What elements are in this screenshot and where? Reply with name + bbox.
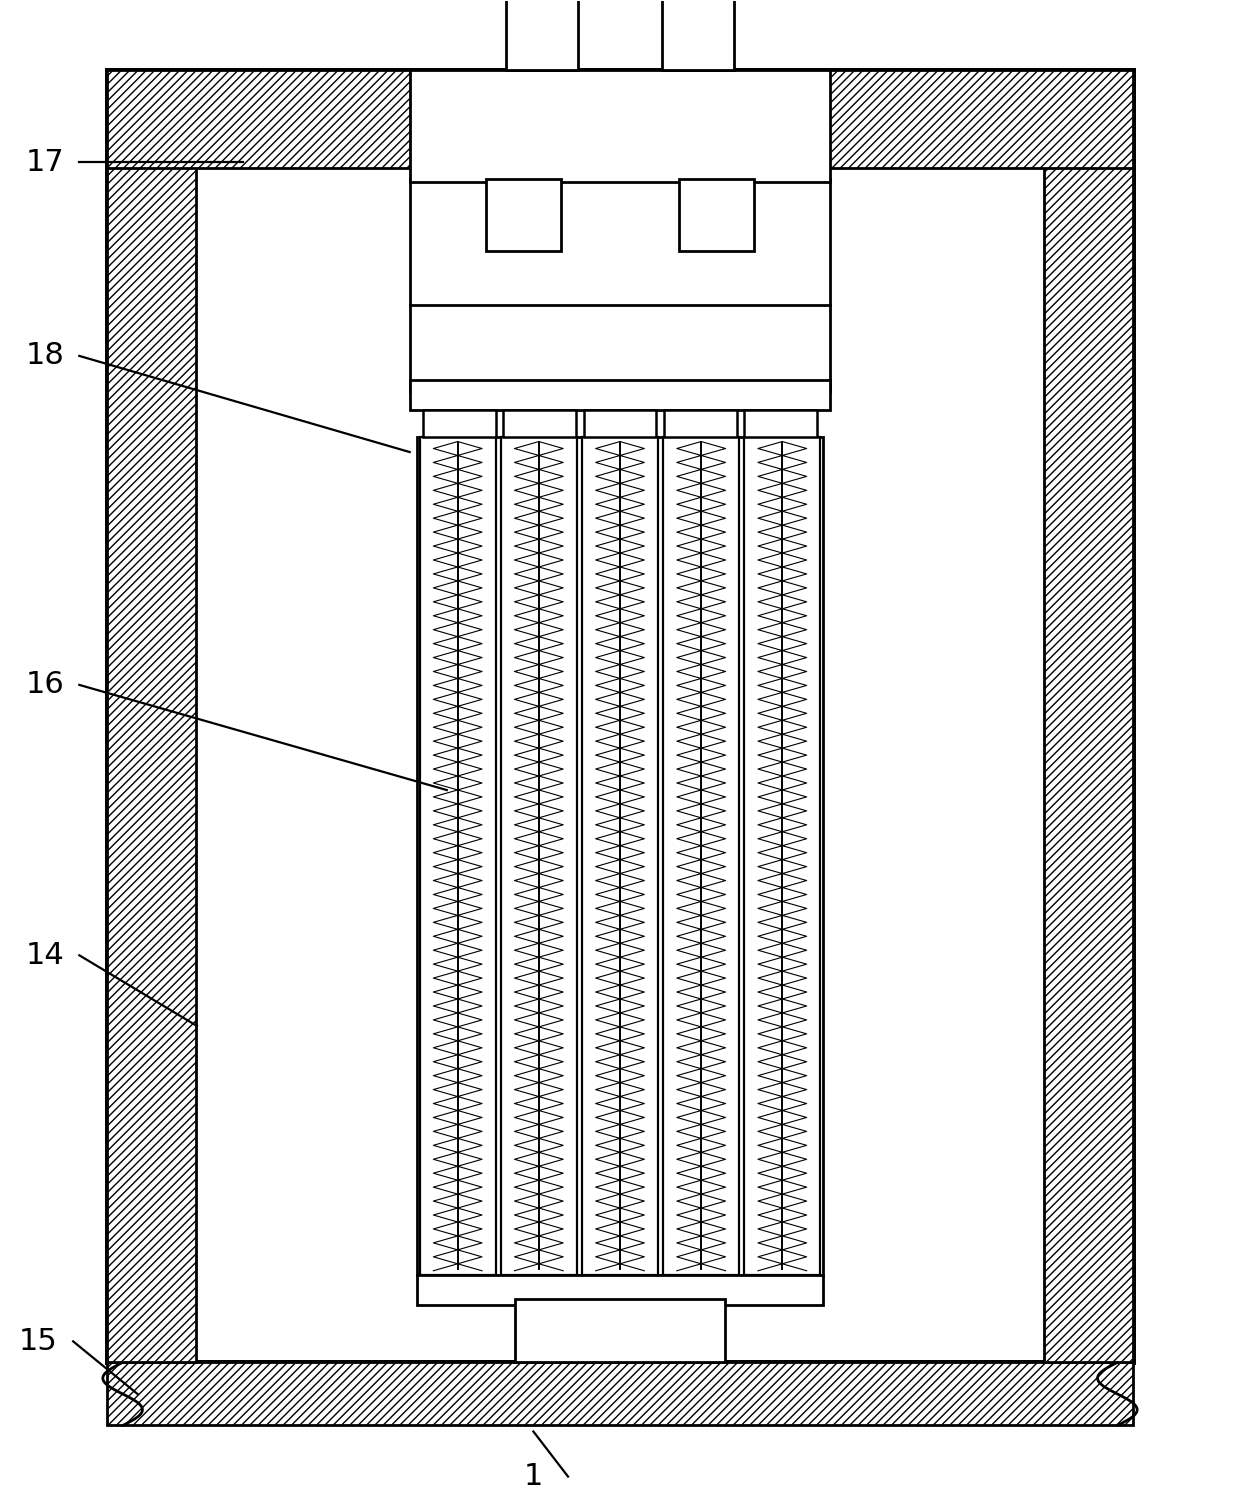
Bar xyxy=(409,71,831,182)
Bar xyxy=(419,436,496,1275)
Bar xyxy=(107,1362,1133,1425)
Bar xyxy=(107,71,1133,1362)
Text: 15: 15 xyxy=(19,1327,58,1356)
Text: 17: 17 xyxy=(25,147,64,176)
Bar xyxy=(582,436,658,1275)
Bar xyxy=(744,409,817,436)
Text: 14: 14 xyxy=(25,941,64,969)
Bar xyxy=(107,71,196,1362)
Bar xyxy=(409,179,831,391)
Bar xyxy=(107,71,1133,169)
Bar xyxy=(409,379,831,409)
Bar xyxy=(663,409,737,436)
Bar xyxy=(417,1275,823,1305)
Bar xyxy=(1044,71,1133,1362)
Bar xyxy=(662,0,734,71)
Bar xyxy=(506,0,578,71)
Text: 16: 16 xyxy=(25,670,64,700)
Bar xyxy=(501,436,577,1275)
Bar xyxy=(663,436,739,1275)
Text: 18: 18 xyxy=(25,342,64,370)
Bar xyxy=(515,1299,725,1362)
Bar xyxy=(503,409,577,436)
Bar xyxy=(486,179,560,251)
Bar xyxy=(423,409,496,436)
Bar xyxy=(417,436,823,1275)
Text: 1: 1 xyxy=(523,1461,543,1491)
Bar xyxy=(584,409,656,436)
Bar xyxy=(744,436,821,1275)
Bar xyxy=(680,179,754,251)
